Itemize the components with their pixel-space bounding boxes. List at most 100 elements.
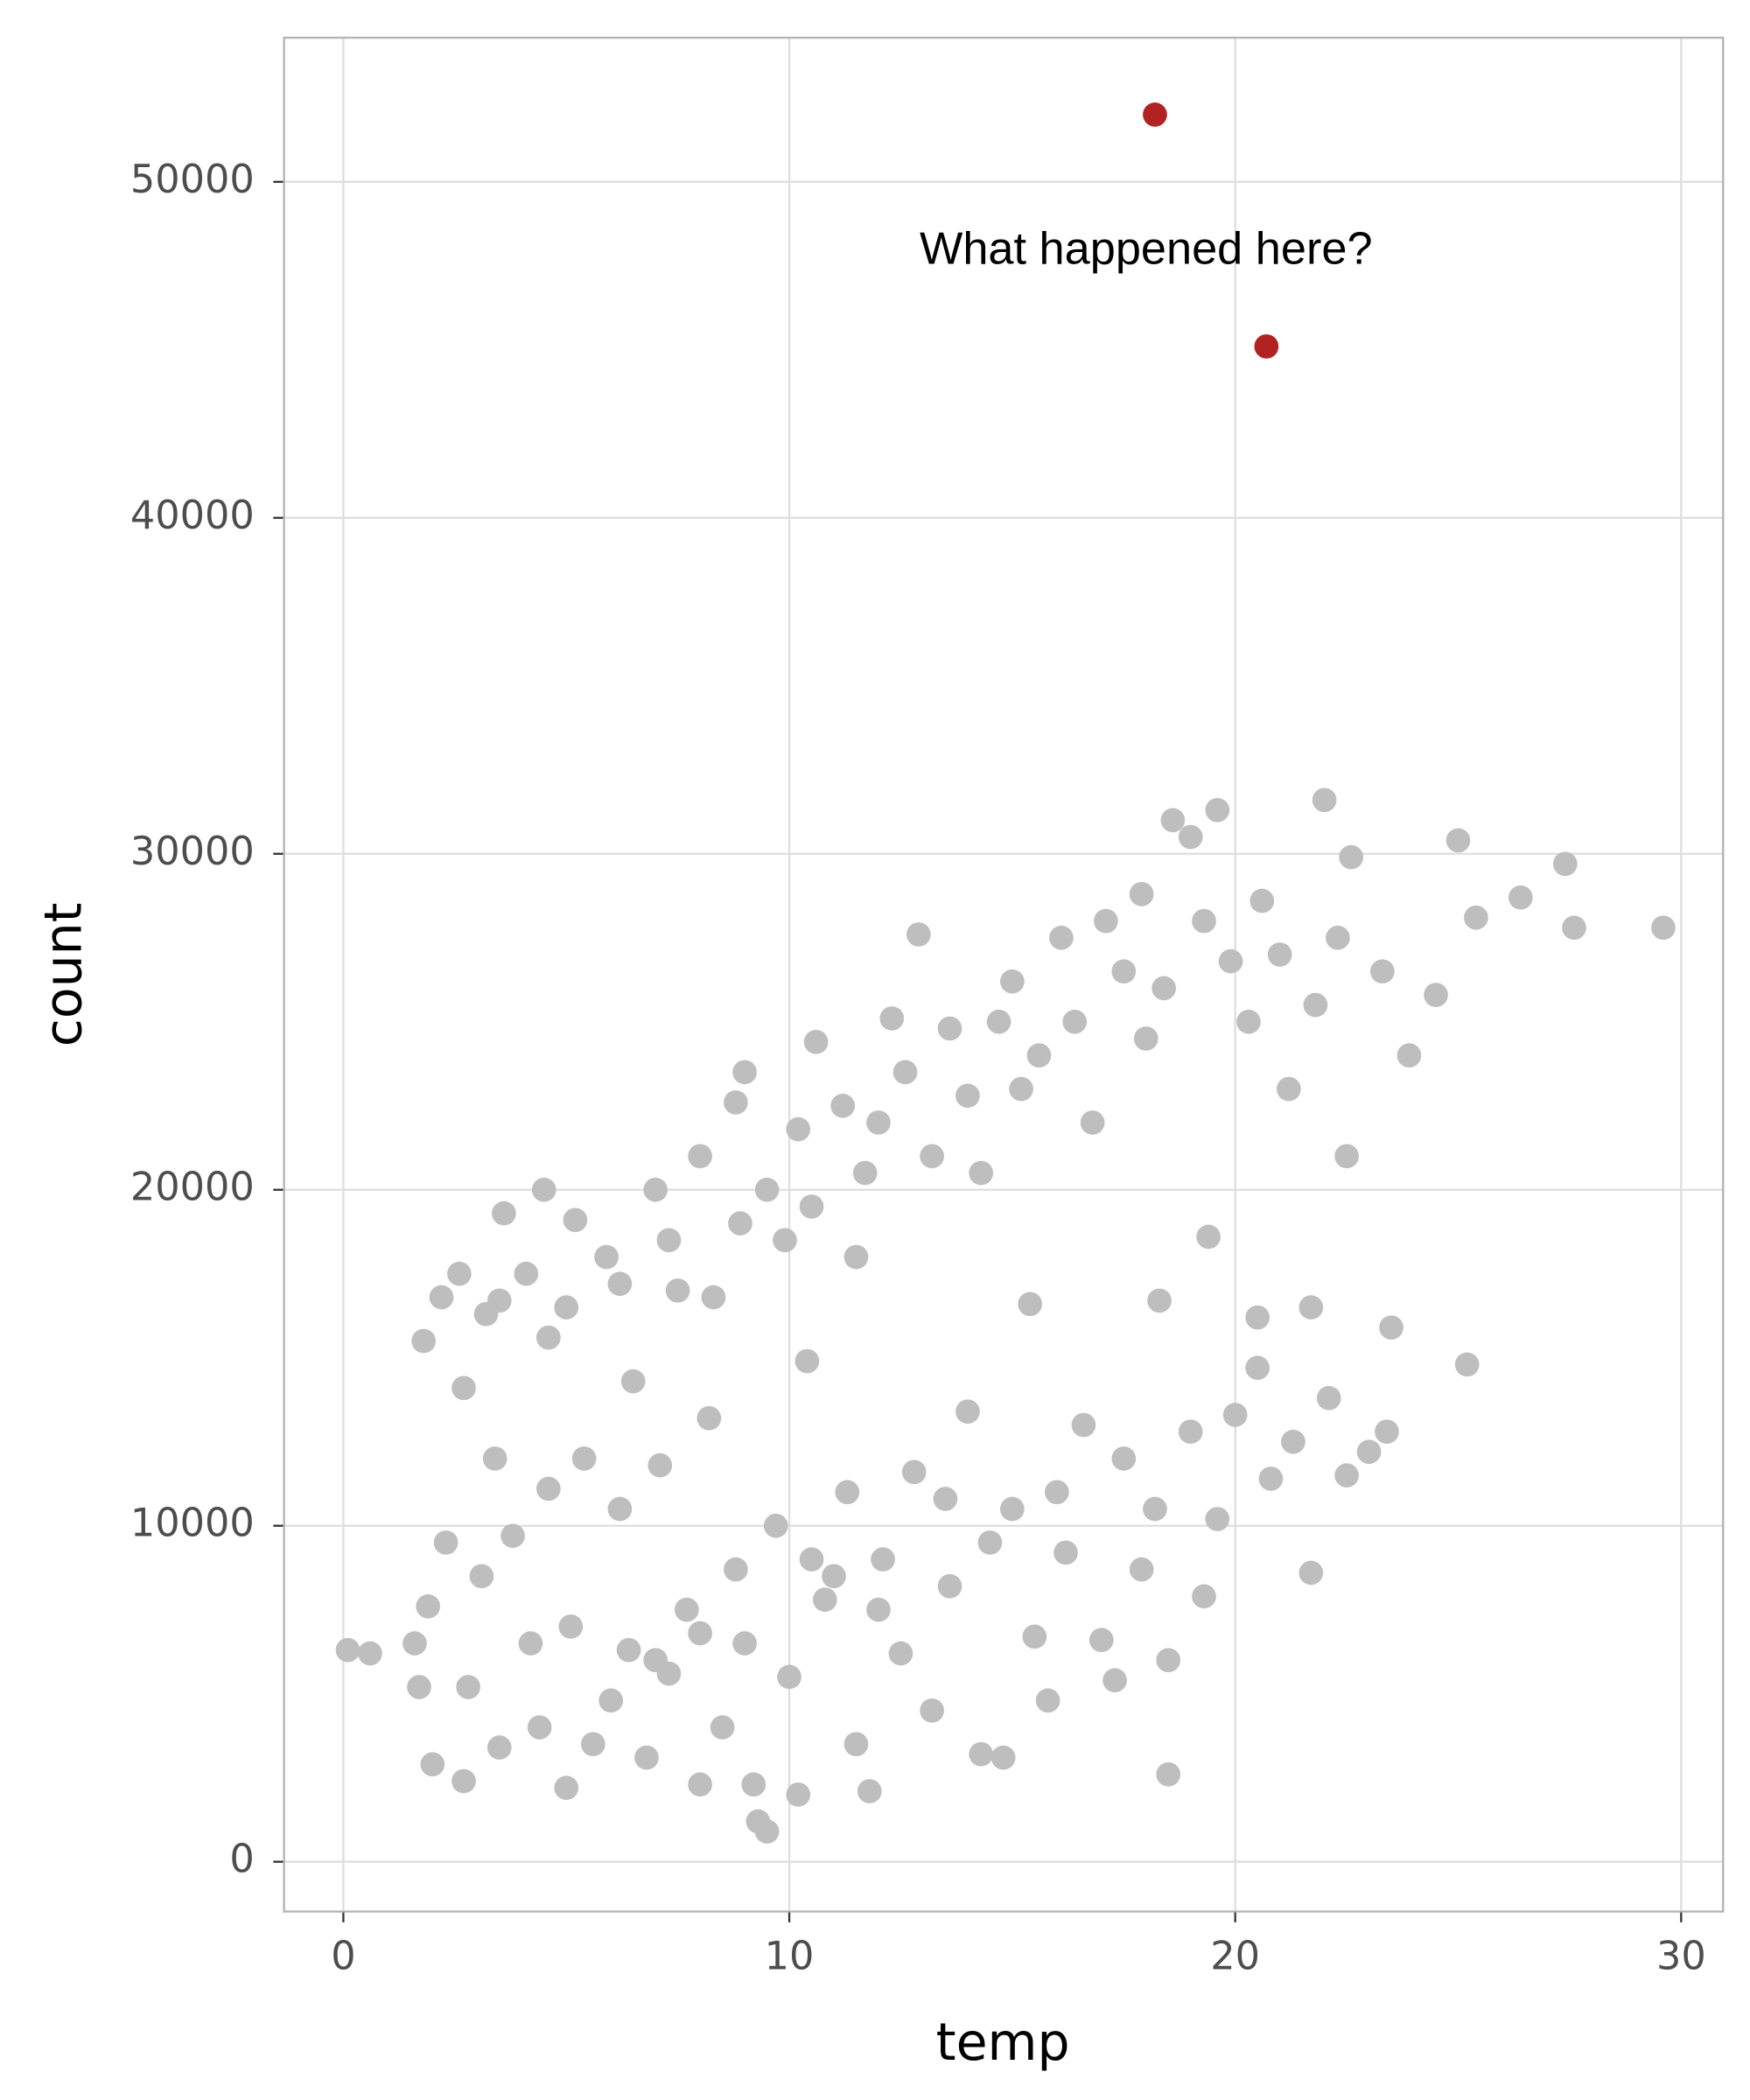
- point: [598, 1688, 624, 1713]
- point: [920, 1698, 944, 1723]
- point: [822, 1564, 846, 1589]
- point: [710, 1715, 735, 1740]
- point: [1156, 1762, 1181, 1787]
- point: [830, 1093, 856, 1118]
- point: [1192, 908, 1216, 934]
- point: [571, 1446, 597, 1471]
- point: [536, 1325, 561, 1350]
- point: [492, 1200, 516, 1226]
- y-tick-label: 10000: [130, 1501, 255, 1546]
- point: [986, 1009, 1012, 1034]
- point: [1133, 1026, 1158, 1051]
- point: [1000, 969, 1025, 994]
- point: [643, 1177, 668, 1202]
- point: [486, 1735, 512, 1760]
- point: [1026, 1043, 1052, 1068]
- point: [773, 1228, 797, 1253]
- point: [1196, 1224, 1221, 1250]
- point: [1258, 1466, 1284, 1491]
- annotation: What happened here?: [920, 223, 1373, 274]
- point: [656, 1228, 682, 1253]
- point: [407, 1675, 431, 1699]
- point: [920, 1144, 944, 1169]
- point: [1000, 1496, 1025, 1522]
- point: [688, 1620, 712, 1646]
- point: [933, 1487, 958, 1511]
- point: [794, 1348, 820, 1374]
- point: [956, 1399, 980, 1424]
- point: [1129, 1557, 1154, 1582]
- point: [1454, 1352, 1480, 1377]
- point: [728, 1211, 752, 1236]
- point: [892, 1060, 918, 1085]
- point: [732, 1631, 757, 1656]
- point: [469, 1564, 494, 1589]
- point: [1049, 925, 1074, 950]
- point: [1054, 1540, 1078, 1565]
- point: [514, 1261, 539, 1286]
- x-tick-label: 20: [1210, 1933, 1260, 1978]
- point: [1035, 1688, 1060, 1713]
- point: [866, 1110, 891, 1135]
- point: [594, 1244, 619, 1270]
- point: [1312, 788, 1337, 813]
- point: [1222, 1403, 1248, 1427]
- point: [674, 1597, 699, 1622]
- point: [1508, 885, 1533, 910]
- point: [1094, 908, 1118, 934]
- panel-border: [283, 36, 1725, 1913]
- point: [1464, 905, 1488, 930]
- point: [1102, 1668, 1127, 1693]
- point: [763, 1513, 788, 1538]
- point: [1562, 915, 1586, 941]
- point: [452, 1376, 476, 1401]
- y-axis-title: count: [33, 902, 93, 1046]
- point: [1316, 1385, 1341, 1410]
- point: [402, 1631, 427, 1656]
- point: [1022, 1624, 1047, 1649]
- point: [1254, 334, 1279, 359]
- point: [969, 1741, 994, 1767]
- point: [1160, 808, 1186, 833]
- point: [643, 1648, 668, 1673]
- x-tick-label: 0: [331, 1933, 355, 1978]
- point: [977, 1530, 1003, 1555]
- point: [803, 1029, 829, 1054]
- point: [1178, 824, 1203, 850]
- point: [456, 1675, 480, 1699]
- x-tick-label: 10: [765, 1933, 815, 1978]
- point: [724, 1090, 748, 1115]
- point: [554, 1295, 579, 1320]
- point: [688, 1772, 712, 1797]
- point: [411, 1328, 436, 1354]
- point: [665, 1278, 690, 1303]
- point: [1245, 1305, 1270, 1330]
- point: [696, 1406, 722, 1431]
- point: [1152, 976, 1176, 1001]
- point: [1281, 1429, 1306, 1454]
- point: [937, 1016, 962, 1041]
- point: [1424, 983, 1448, 1007]
- point: [1379, 1315, 1404, 1340]
- point: [527, 1715, 552, 1740]
- point: [433, 1530, 458, 1555]
- point: [580, 1732, 606, 1757]
- point: [1143, 102, 1167, 127]
- point: [701, 1284, 726, 1310]
- point: [906, 922, 931, 947]
- point: [732, 1060, 757, 1085]
- point: [420, 1752, 445, 1777]
- point: [554, 1775, 579, 1801]
- point: [1009, 1076, 1033, 1102]
- point: [1111, 1446, 1137, 1471]
- point: [990, 1745, 1016, 1770]
- point: [429, 1284, 454, 1310]
- point: [741, 1772, 766, 1797]
- point: [531, 1177, 556, 1202]
- point: [563, 1208, 588, 1233]
- point: [754, 1819, 780, 1844]
- point: [335, 1637, 360, 1662]
- point: [1298, 1295, 1324, 1320]
- point: [1205, 1507, 1230, 1531]
- point: [500, 1523, 525, 1549]
